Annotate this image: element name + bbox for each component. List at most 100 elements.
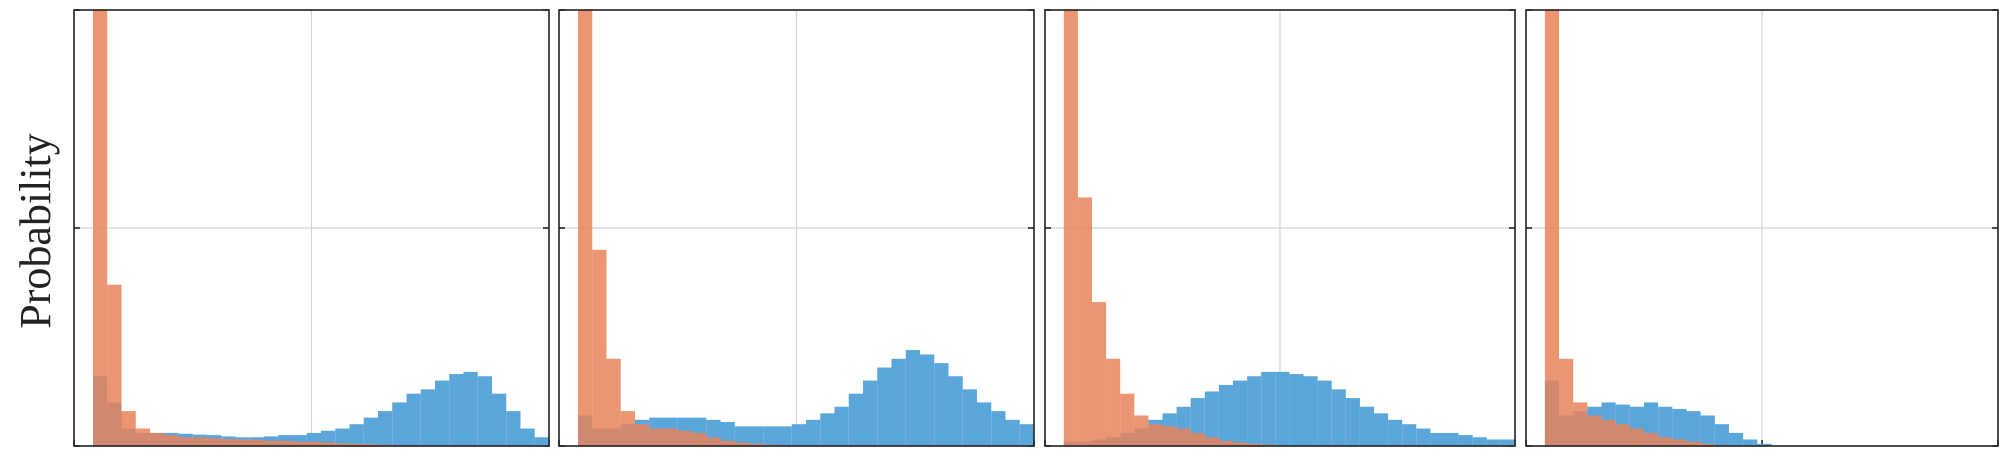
histogram-bar xyxy=(635,424,650,446)
histogram-bar xyxy=(620,411,635,446)
histogram-bar xyxy=(848,393,863,446)
histogram-bar xyxy=(506,411,521,446)
panel xyxy=(558,9,1035,447)
axes-frame xyxy=(558,9,1035,447)
histogram-bar xyxy=(1559,358,1574,446)
histogram-bar xyxy=(1120,393,1135,446)
histogram-bar xyxy=(649,428,664,446)
histogram-bar xyxy=(1345,398,1360,446)
histogram-bar xyxy=(349,424,364,446)
histogram-bar xyxy=(363,444,378,446)
histogram-bar xyxy=(1644,432,1659,446)
histogram-bar xyxy=(1416,428,1431,446)
histogram-bar xyxy=(207,438,222,446)
histogram-bar xyxy=(1686,411,1701,446)
histogram-bar xyxy=(1601,419,1616,446)
histogram-bar xyxy=(606,358,621,446)
histogram-bar xyxy=(1700,415,1715,446)
histogram-bar xyxy=(449,374,464,446)
histogram-bar xyxy=(1430,432,1445,446)
histogram-bar xyxy=(349,443,364,446)
histogram-bar xyxy=(150,432,165,446)
histogram-bar xyxy=(706,437,721,446)
histogram-bar xyxy=(1233,380,1248,446)
histogram-bar xyxy=(1672,439,1687,446)
histogram-bar xyxy=(1573,402,1588,446)
histogram-bar xyxy=(363,417,378,446)
histogram-bar xyxy=(677,430,692,446)
histogram-bar xyxy=(1458,435,1473,446)
histogram-bar xyxy=(321,442,336,446)
histogram-bar xyxy=(1686,441,1701,446)
histogram-bar xyxy=(749,426,764,446)
histogram-bar xyxy=(1077,197,1092,446)
histogram-bar xyxy=(920,354,935,446)
histogram-bar xyxy=(692,432,707,446)
histogram-bar xyxy=(1714,424,1729,446)
histogram-bar xyxy=(392,402,407,446)
histogram-bar xyxy=(292,441,307,446)
histogram-bar xyxy=(192,437,207,446)
histogram-bar xyxy=(534,437,549,446)
histogram-bar xyxy=(1615,424,1630,446)
histogram-bar xyxy=(278,440,293,446)
histogram-bar xyxy=(1005,419,1020,446)
histogram-bar xyxy=(1289,374,1304,446)
histogram-bar xyxy=(1233,442,1248,446)
histogram-bar xyxy=(121,411,136,446)
histogram-bar xyxy=(749,443,764,446)
histogram-bar xyxy=(663,428,678,446)
histogram-bar xyxy=(1472,437,1487,446)
histogram-bar xyxy=(578,10,593,446)
histogram-bar xyxy=(1700,443,1715,446)
histogram-bar xyxy=(1092,302,1107,446)
histogram-bar xyxy=(592,249,607,446)
histogram-bar xyxy=(1218,384,1233,446)
histogram-bar xyxy=(1331,389,1346,446)
histogram-bar xyxy=(221,439,236,446)
histogram-bar xyxy=(806,419,821,446)
histogram-bar xyxy=(791,424,806,446)
y-axis-label: Probability xyxy=(11,133,60,329)
histogram-bar xyxy=(1204,391,1219,446)
histogram-bar xyxy=(1162,426,1177,446)
histogram-bar xyxy=(720,440,735,446)
histogram-bar xyxy=(977,402,992,446)
histogram-bar xyxy=(1757,443,1772,446)
histogram-bar xyxy=(1544,10,1560,446)
histogram-bar xyxy=(1019,424,1034,446)
panel xyxy=(1044,9,1516,447)
histogram-bar xyxy=(335,428,350,446)
histogram-bar xyxy=(1587,415,1602,446)
histogram-bar xyxy=(107,284,122,446)
histogram-bar xyxy=(934,363,949,446)
histogram-bar xyxy=(264,440,279,446)
histogram-bar xyxy=(1261,371,1276,446)
histogram-bar xyxy=(1444,432,1459,446)
histogram-bar xyxy=(1402,424,1417,446)
panel xyxy=(1525,9,1999,447)
histogram-bar xyxy=(306,441,321,446)
histogram-bar xyxy=(378,411,393,446)
histogram-bar xyxy=(1658,437,1673,446)
axes-frame xyxy=(73,9,550,447)
histogram-bar xyxy=(1388,419,1403,446)
histogram-bar xyxy=(292,435,307,446)
histogram-bar xyxy=(178,437,193,446)
axes-frame xyxy=(1044,9,1516,447)
histogram-bar xyxy=(1176,428,1191,446)
histogram-bar xyxy=(135,428,150,446)
histogram-bar xyxy=(249,439,264,446)
histogram-bar xyxy=(777,426,792,446)
histogram-bar xyxy=(1359,406,1374,446)
histogram-bar xyxy=(93,10,108,446)
histogram-bar xyxy=(720,422,735,446)
histogram-bar xyxy=(1275,371,1290,446)
histogram-bar xyxy=(335,443,350,446)
histogram-bar xyxy=(877,367,892,446)
histogram-bar xyxy=(492,393,507,446)
panel xyxy=(73,9,550,447)
histogram-bar xyxy=(235,439,250,446)
histogram-bar xyxy=(1728,432,1744,446)
